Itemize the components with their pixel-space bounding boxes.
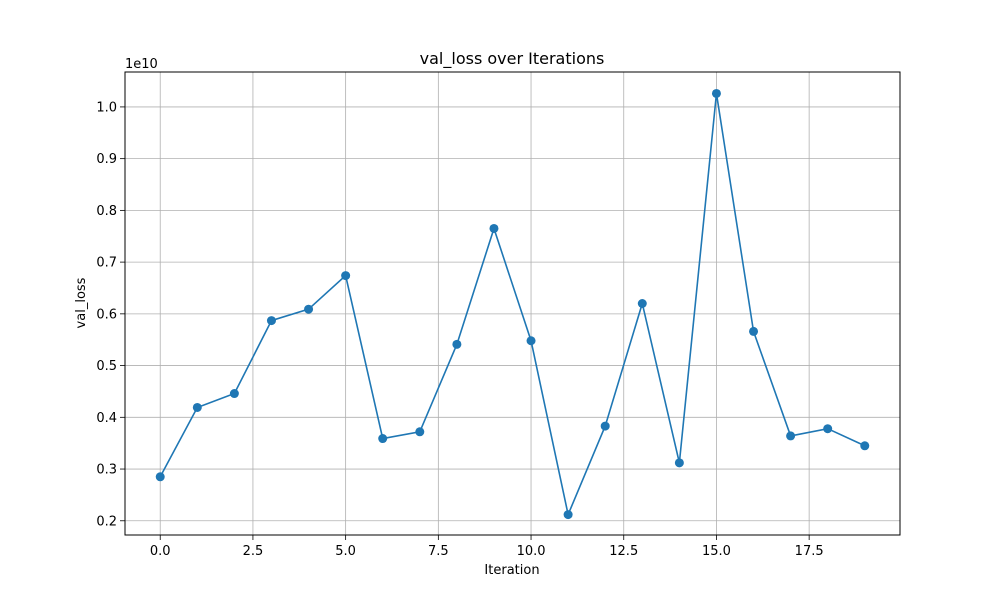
data-point bbox=[711, 88, 721, 98]
y-tick-label: 0.2 bbox=[96, 514, 117, 529]
data-point bbox=[452, 339, 462, 349]
data-point bbox=[378, 434, 388, 444]
data-point bbox=[266, 316, 276, 326]
x-tick-label: 12.5 bbox=[609, 544, 638, 559]
data-point bbox=[600, 421, 610, 431]
y-tick-label: 0.9 bbox=[96, 152, 117, 167]
series-val-loss bbox=[155, 88, 870, 520]
data-point bbox=[749, 326, 759, 336]
y-tick-label: 0.5 bbox=[96, 359, 117, 374]
x-tick-label: 15.0 bbox=[702, 544, 731, 559]
data-point bbox=[637, 299, 647, 308]
plot-frame bbox=[124, 71, 901, 536]
x-axis: 0.0 2.5 5.0 7.5 10.0 12.5 15.0 17.5 bbox=[150, 535, 824, 559]
data-point bbox=[341, 271, 351, 281]
y-tick-label: 0.6 bbox=[96, 307, 117, 322]
data-point bbox=[860, 441, 870, 451]
data-point bbox=[526, 336, 536, 346]
x-tick-label: 2.5 bbox=[243, 544, 264, 559]
y-axis: 0.2 0.3 0.4 0.5 0.6 0.7 0.8 0.9 1.0 bbox=[96, 100, 125, 529]
data-point bbox=[786, 431, 796, 441]
series-line bbox=[159, 93, 866, 518]
data-point bbox=[155, 472, 165, 482]
x-tick-label: 0.0 bbox=[150, 544, 171, 559]
data-point bbox=[229, 389, 239, 399]
x-tick-label: 17.5 bbox=[795, 544, 824, 559]
y-tick-label: 0.7 bbox=[96, 256, 117, 271]
data-point bbox=[563, 510, 573, 520]
data-point bbox=[304, 304, 314, 314]
data-point bbox=[489, 223, 499, 233]
y-axis-offset-label: 1e10 bbox=[125, 57, 158, 72]
data-point bbox=[823, 424, 833, 434]
grid bbox=[125, 72, 900, 535]
x-tick-label: 10.0 bbox=[517, 544, 546, 559]
x-axis-label: Iteration bbox=[484, 563, 539, 578]
data-point bbox=[192, 402, 202, 412]
x-tick-label: 7.5 bbox=[428, 544, 449, 559]
y-tick-label: 0.8 bbox=[96, 204, 117, 219]
data-point bbox=[415, 427, 425, 437]
data-point bbox=[674, 458, 684, 468]
y-axis-label: val_loss bbox=[74, 277, 89, 328]
chart-title: val_loss over Iterations bbox=[420, 49, 605, 69]
y-tick-label: 1.0 bbox=[96, 100, 117, 115]
y-tick-label: 0.3 bbox=[96, 463, 117, 478]
x-tick-label: 5.0 bbox=[335, 544, 356, 559]
y-tick-label: 0.4 bbox=[96, 411, 117, 426]
